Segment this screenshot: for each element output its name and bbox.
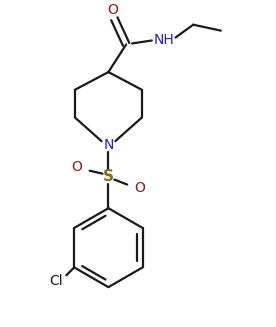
Text: O: O xyxy=(71,160,82,174)
Text: NH: NH xyxy=(153,33,174,47)
Text: N: N xyxy=(103,138,114,152)
Text: Cl: Cl xyxy=(50,274,63,288)
Text: O: O xyxy=(134,181,145,196)
Text: S: S xyxy=(103,169,114,184)
Text: O: O xyxy=(107,3,118,17)
